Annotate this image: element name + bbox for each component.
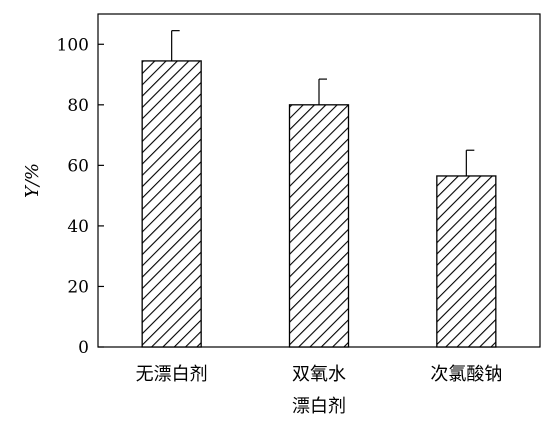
y-axis-title: Y/% [22, 163, 43, 198]
x-axis-title: 漂白剂 [292, 396, 346, 417]
y-axis-ticks: 0 20 40 60 80 100 [57, 35, 104, 358]
y-tick-label: 100 [57, 35, 89, 55]
bar-2 [436, 175, 497, 348]
x-axis-tick-labels: 无漂白剂 双氧水 次氯酸钠 [136, 364, 503, 385]
bar-1 [288, 104, 350, 348]
y-tick-label: 20 [67, 277, 89, 297]
error-bars [171, 30, 475, 176]
x-tick-label: 无漂白剂 [136, 364, 208, 385]
y-tick-label: 0 [78, 338, 89, 358]
x-tick-label: 双氧水 [292, 364, 346, 385]
x-tick-label: 次氯酸钠 [430, 364, 502, 385]
bar-0 [141, 60, 202, 348]
y-tick-label: 40 [67, 217, 89, 237]
y-tick-label: 80 [67, 96, 89, 116]
y-tick-label: 60 [67, 156, 89, 176]
